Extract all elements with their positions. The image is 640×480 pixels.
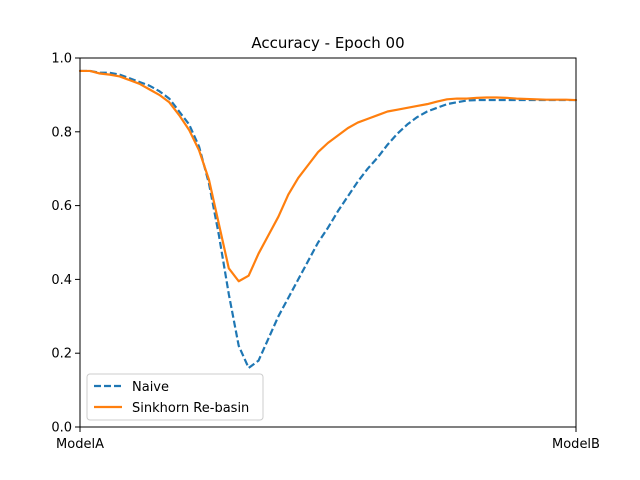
y-axis: 0.0 0.2 0.4 0.6 0.8 1.0 <box>51 52 80 436</box>
series-line-sinkhorn <box>78 69 578 283</box>
y-tick-label: 1.0 <box>51 52 72 67</box>
legend-label-sinkhorn: Sinkhorn Re-basin <box>132 401 249 416</box>
x-tick-label: ModelB <box>552 437 600 452</box>
y-tick-label: 0.0 <box>51 421 72 436</box>
legend-label-naive: Naive <box>132 380 169 395</box>
series-layer <box>78 69 578 370</box>
legend: Naive Sinkhorn Re-basin <box>86 373 264 421</box>
chart-title: Accuracy - Epoch 00 <box>251 34 404 52</box>
y-tick-label: 0.8 <box>51 125 72 140</box>
x-axis: ModelA ModelB <box>56 427 600 452</box>
legend-box <box>86 373 264 421</box>
plot-frame <box>79 57 577 428</box>
y-tick-label: 0.4 <box>51 273 72 288</box>
series-line-naive <box>80 69 576 370</box>
y-tick-label: 0.2 <box>51 347 72 362</box>
x-tick-label: ModelA <box>56 437 104 452</box>
y-tick-label: 0.6 <box>51 199 72 214</box>
